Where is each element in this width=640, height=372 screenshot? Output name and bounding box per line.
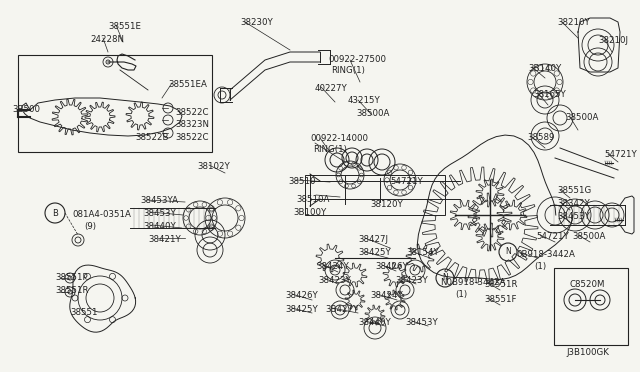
Text: 38210J: 38210J: [598, 36, 628, 45]
Text: 38500A: 38500A: [572, 232, 605, 241]
Text: 38510: 38510: [288, 177, 316, 186]
Text: 38425Y: 38425Y: [285, 305, 317, 314]
Bar: [554, 268, 628, 345]
Text: 3B427Y: 3B427Y: [325, 305, 358, 314]
Text: 38500A: 38500A: [565, 113, 598, 122]
Text: 38210Y: 38210Y: [557, 18, 589, 27]
Text: RING(1): RING(1): [331, 66, 365, 75]
Bar: [305, 175, 445, 215]
Text: 38453Y: 38453Y: [557, 212, 589, 221]
Text: (1): (1): [534, 262, 546, 271]
Text: 43215Y: 43215Y: [348, 96, 381, 105]
Text: 38453Y: 38453Y: [405, 318, 438, 327]
Text: 54721Y: 54721Y: [604, 150, 637, 159]
Text: 38423Y: 38423Y: [318, 276, 351, 285]
Text: 38120Y: 38120Y: [370, 200, 403, 209]
Text: (1): (1): [455, 290, 467, 299]
Text: 3B500: 3B500: [12, 105, 40, 114]
Text: 38522C: 38522C: [175, 108, 209, 117]
Text: 38589: 38589: [527, 133, 554, 142]
Text: 38551EA: 38551EA: [168, 80, 207, 89]
Text: 38425Y: 38425Y: [358, 248, 391, 257]
Text: 38323N: 38323N: [175, 120, 209, 129]
Text: 0B918-3442A: 0B918-3442A: [516, 250, 575, 259]
Text: 24228N: 24228N: [90, 35, 124, 44]
Text: 38230Y: 38230Y: [240, 18, 273, 27]
Text: 38424Y: 38424Y: [370, 291, 403, 300]
Text: C8520M: C8520M: [570, 280, 605, 289]
Text: J3B100GK: J3B100GK: [566, 348, 609, 357]
Text: 38551G: 38551G: [557, 186, 591, 195]
Text: 54721Y: 54721Y: [536, 232, 569, 241]
Text: 38500A: 38500A: [356, 109, 389, 118]
Text: 38453YA: 38453YA: [140, 196, 178, 205]
Text: 38421Y: 38421Y: [148, 235, 180, 244]
Text: 38551E: 38551E: [108, 22, 141, 31]
Text: 38102Y: 38102Y: [197, 162, 230, 171]
Text: 38551F: 38551F: [484, 295, 516, 304]
Text: B: B: [52, 208, 58, 218]
Text: 081A4-0351A: 081A4-0351A: [72, 210, 131, 219]
Text: 38551: 38551: [70, 308, 97, 317]
Text: 40227Y: 40227Y: [315, 84, 348, 93]
Text: 38522B: 38522B: [135, 133, 168, 142]
Text: 38424Y: 38424Y: [316, 262, 349, 271]
Text: 38154Y: 38154Y: [406, 248, 439, 257]
Text: 38440Y: 38440Y: [358, 318, 391, 327]
Text: N: N: [442, 273, 448, 282]
Text: 38165Y: 38165Y: [533, 90, 566, 99]
Bar: [18, 55, 212, 152]
Text: 38551P: 38551P: [55, 273, 88, 282]
Text: 3B100Y: 3B100Y: [293, 208, 326, 217]
Text: 38510A: 38510A: [296, 195, 330, 204]
Text: (9): (9): [84, 222, 96, 231]
Text: 54721Y: 54721Y: [390, 177, 423, 186]
Text: 00922-14000: 00922-14000: [310, 134, 368, 143]
Text: 38427J: 38427J: [358, 235, 388, 244]
Text: RING(1): RING(1): [313, 145, 347, 154]
Text: N0B918-3442A: N0B918-3442A: [440, 278, 506, 287]
Text: 3B140Y: 3B140Y: [528, 64, 561, 73]
Text: 38426Y: 38426Y: [285, 291, 317, 300]
Text: 38551R: 38551R: [484, 280, 518, 289]
Text: 38342Y: 38342Y: [557, 199, 589, 208]
Text: 38551R: 38551R: [55, 286, 88, 295]
Text: 38522C: 38522C: [175, 133, 209, 142]
Text: 38440Y: 38440Y: [143, 222, 176, 231]
Text: 38423Y: 38423Y: [395, 276, 428, 285]
Text: 00922-27500: 00922-27500: [328, 55, 386, 64]
Text: 38426Y: 38426Y: [375, 262, 408, 271]
Text: N: N: [505, 247, 511, 257]
Text: 38453Y: 38453Y: [143, 209, 176, 218]
